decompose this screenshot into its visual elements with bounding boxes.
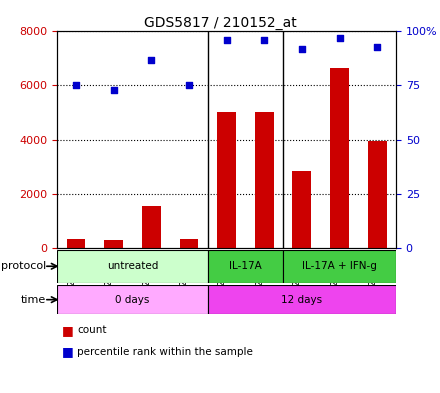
Text: protocol: protocol <box>1 261 46 271</box>
Bar <box>368 141 387 248</box>
FancyBboxPatch shape <box>208 285 396 314</box>
FancyBboxPatch shape <box>57 250 208 283</box>
Point <box>110 86 117 93</box>
Bar <box>293 171 312 248</box>
Point <box>223 37 230 43</box>
FancyBboxPatch shape <box>208 250 283 283</box>
Bar <box>66 239 85 248</box>
Point <box>374 43 381 50</box>
Bar <box>330 68 349 248</box>
Bar <box>142 206 161 248</box>
Point <box>298 46 305 52</box>
FancyBboxPatch shape <box>57 285 208 314</box>
Text: ■: ■ <box>62 345 73 358</box>
Text: untreated: untreated <box>107 261 158 271</box>
Point <box>73 82 80 88</box>
Point <box>261 37 268 43</box>
Bar <box>180 239 198 248</box>
Point <box>148 56 155 62</box>
Bar <box>217 112 236 248</box>
Bar <box>104 240 123 248</box>
Text: GDS5817 / 210152_at: GDS5817 / 210152_at <box>143 16 297 30</box>
Text: IL-17A: IL-17A <box>229 261 262 271</box>
Text: count: count <box>77 325 106 335</box>
Text: 0 days: 0 days <box>115 295 150 305</box>
Text: percentile rank within the sample: percentile rank within the sample <box>77 347 253 357</box>
Point <box>336 35 343 41</box>
Text: 12 days: 12 days <box>281 295 323 305</box>
Text: IL-17A + IFN-g: IL-17A + IFN-g <box>302 261 377 271</box>
Bar <box>255 112 274 248</box>
Text: ■: ■ <box>62 323 73 337</box>
FancyBboxPatch shape <box>283 250 396 283</box>
Text: time: time <box>21 295 46 305</box>
Point <box>185 82 192 88</box>
